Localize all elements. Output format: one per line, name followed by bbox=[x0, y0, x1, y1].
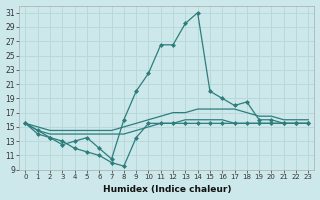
X-axis label: Humidex (Indice chaleur): Humidex (Indice chaleur) bbox=[103, 185, 231, 194]
